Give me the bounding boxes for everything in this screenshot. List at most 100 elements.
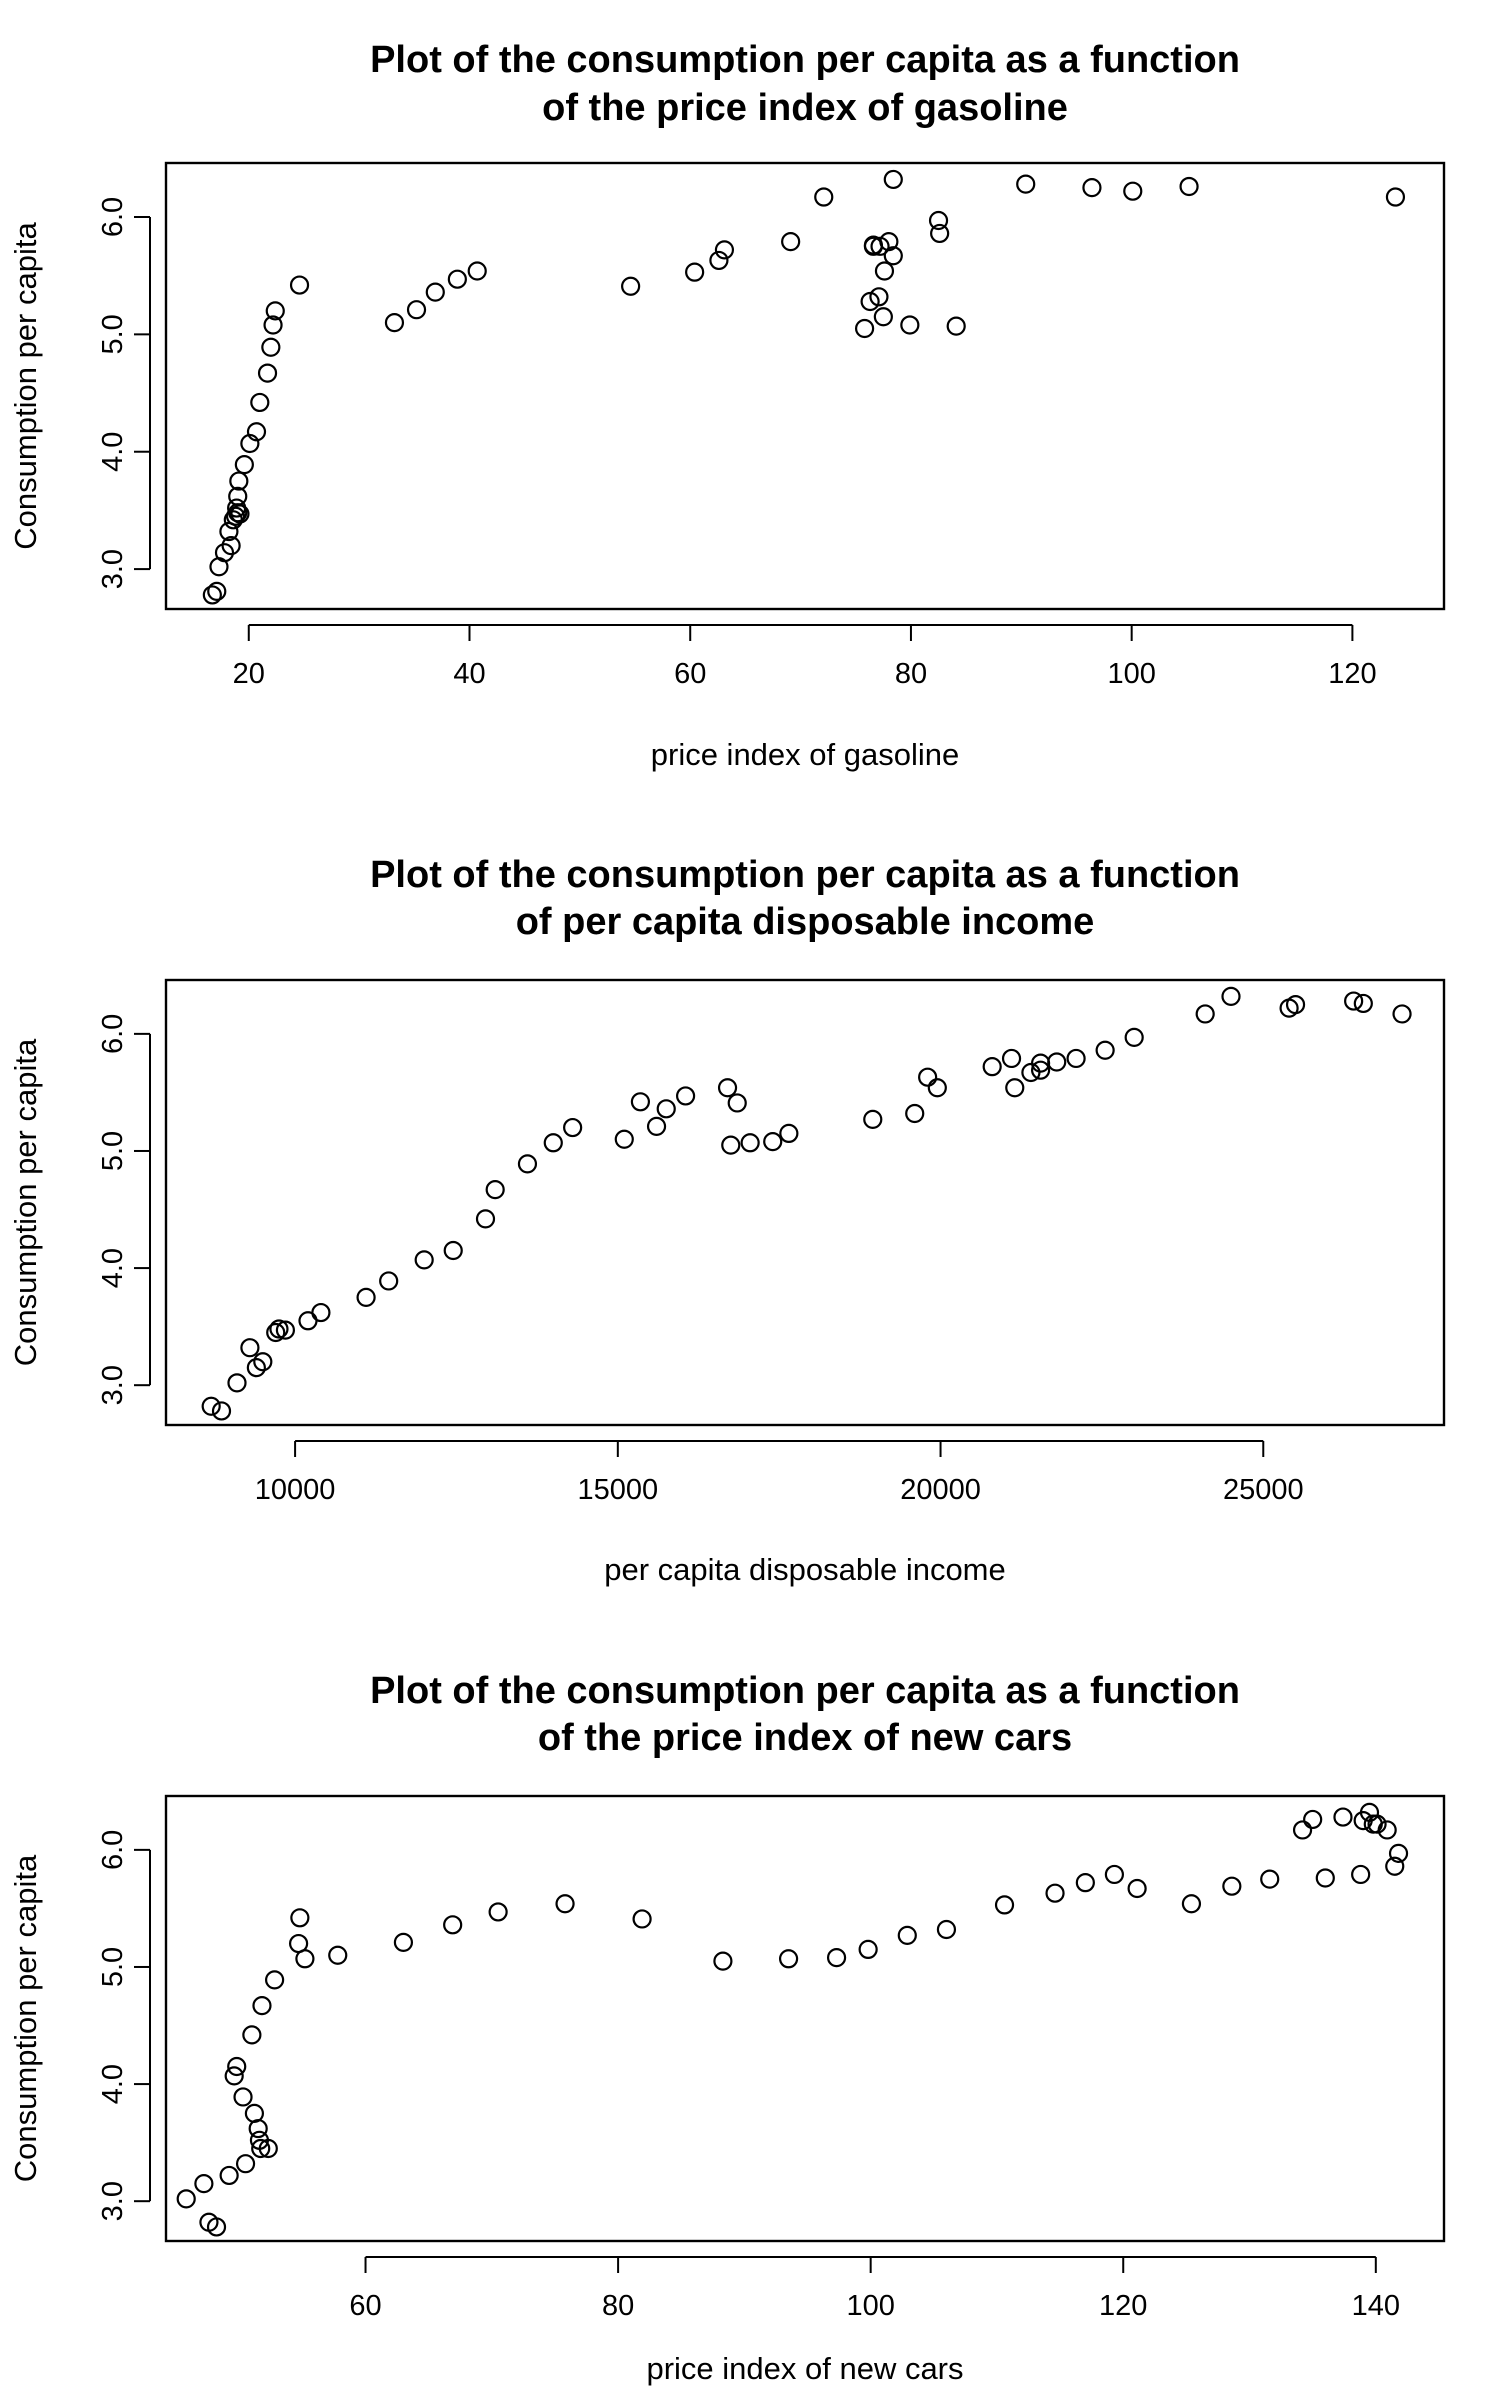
data-point bbox=[266, 1322, 286, 1343]
data-point bbox=[897, 1925, 917, 1945]
data-point bbox=[194, 2174, 214, 2194]
data-point bbox=[265, 301, 285, 321]
y-axis-label: Consumption per capita bbox=[8, 222, 43, 550]
data-point bbox=[1392, 1004, 1412, 1024]
data-point bbox=[425, 282, 445, 302]
data-point bbox=[298, 1311, 318, 1331]
data-point bbox=[261, 337, 281, 357]
data-point bbox=[1333, 1807, 1353, 1827]
data-point bbox=[246, 422, 267, 442]
data-point bbox=[883, 169, 903, 190]
data-point bbox=[207, 581, 227, 601]
x-tick-label: 15000 bbox=[577, 1474, 658, 1506]
data-point bbox=[1315, 1868, 1335, 1888]
data-point bbox=[879, 232, 899, 252]
data-point bbox=[176, 2189, 196, 2209]
data-point bbox=[240, 433, 260, 454]
data-point bbox=[1351, 1864, 1371, 1885]
data-point bbox=[1181, 1894, 1202, 1914]
data-point bbox=[227, 1373, 247, 1393]
x-axis-label: price index of new cars bbox=[646, 2351, 963, 2386]
x-tick-label: 60 bbox=[674, 658, 706, 690]
data-point bbox=[328, 1945, 348, 1965]
data-point bbox=[621, 276, 641, 296]
data-point bbox=[1303, 1809, 1323, 1830]
data-point bbox=[233, 2087, 253, 2107]
data-point bbox=[475, 1209, 496, 1229]
x-tick-label: 10000 bbox=[255, 1474, 336, 1506]
scatter-plot-3: Plot of the consumption per capita as a … bbox=[8, 1670, 1446, 2386]
data-point bbox=[1260, 1869, 1280, 1889]
scatter-plot-1: Plot of the consumption per capita as a … bbox=[8, 39, 1446, 772]
chart-title-line: of the price index of gasoline bbox=[542, 87, 1068, 129]
data-point bbox=[485, 1180, 505, 1200]
data-point bbox=[1385, 187, 1406, 207]
data-point bbox=[250, 392, 270, 413]
y-tick-label: 4.0 bbox=[97, 432, 129, 472]
data-point bbox=[630, 1092, 651, 1112]
y-tick-label: 5.0 bbox=[97, 1131, 129, 1171]
data-point bbox=[235, 2154, 256, 2174]
data-point bbox=[656, 1099, 676, 1119]
data-point bbox=[714, 240, 735, 260]
data-point bbox=[721, 1135, 741, 1155]
data-point bbox=[406, 300, 427, 320]
plot-frame bbox=[164, 161, 1446, 611]
chart-title-line: Plot of the consumption per capita as a … bbox=[370, 854, 1240, 896]
scatter-plot-2: Plot of the consumption per capita as a … bbox=[8, 854, 1446, 1587]
plot-frame bbox=[164, 1794, 1446, 2243]
x-tick-label: 40 bbox=[453, 658, 485, 690]
y-tick-label: 5.0 bbox=[97, 1947, 129, 1987]
data-point bbox=[229, 471, 249, 491]
data-point bbox=[982, 1057, 1002, 1077]
data-point bbox=[240, 1338, 260, 1358]
data-point bbox=[311, 1302, 331, 1323]
data-point bbox=[289, 275, 310, 295]
plot-frame bbox=[164, 978, 1446, 1427]
data-point bbox=[1377, 1820, 1397, 1840]
y-tick-label: 4.0 bbox=[97, 1248, 129, 1288]
data-point bbox=[414, 1250, 434, 1270]
data-point bbox=[248, 2118, 268, 2139]
x-tick-label: 20 bbox=[233, 658, 265, 690]
y-tick-label: 3.0 bbox=[97, 1365, 129, 1405]
data-point bbox=[253, 1352, 273, 1372]
data-point bbox=[936, 1919, 957, 1940]
data-point bbox=[252, 1996, 272, 2016]
data-point bbox=[1127, 1878, 1147, 1899]
data-point bbox=[393, 1932, 414, 1952]
y-tick-label: 4.0 bbox=[97, 2064, 129, 2104]
data-point bbox=[221, 536, 241, 556]
data-point bbox=[709, 250, 729, 271]
data-point bbox=[295, 1949, 315, 1969]
data-point bbox=[206, 2217, 227, 2237]
y-tick-label: 3.0 bbox=[97, 2181, 129, 2221]
data-point bbox=[675, 1086, 696, 1106]
x-tick-label: 100 bbox=[846, 2290, 894, 2322]
data-point bbox=[1195, 1004, 1215, 1024]
data-point bbox=[826, 1948, 847, 1968]
y-axis-label: Consumption per capita bbox=[8, 1038, 43, 1366]
data-point bbox=[946, 316, 966, 336]
x-tick-label: 25000 bbox=[1223, 1474, 1304, 1506]
data-point bbox=[740, 1133, 760, 1153]
data-point bbox=[1221, 986, 1241, 1006]
data-point bbox=[443, 1240, 463, 1261]
data-point bbox=[814, 187, 834, 207]
data-point bbox=[379, 1271, 399, 1291]
chart-title-line: Plot of the consumption per capita as a … bbox=[370, 1670, 1240, 1712]
data-point bbox=[1095, 1040, 1115, 1060]
data-point bbox=[443, 1915, 463, 1935]
data-point bbox=[1285, 994, 1306, 1015]
y-tick-label: 3.0 bbox=[97, 549, 129, 589]
data-point bbox=[632, 1909, 652, 1929]
y-tick-label: 6.0 bbox=[97, 197, 129, 237]
data-point bbox=[930, 223, 950, 244]
data-point bbox=[1045, 1883, 1065, 1903]
data-point bbox=[1005, 1078, 1025, 1098]
data-point bbox=[763, 1132, 783, 1152]
data-point bbox=[883, 246, 903, 266]
data-point bbox=[928, 210, 949, 231]
data-point bbox=[202, 585, 222, 605]
